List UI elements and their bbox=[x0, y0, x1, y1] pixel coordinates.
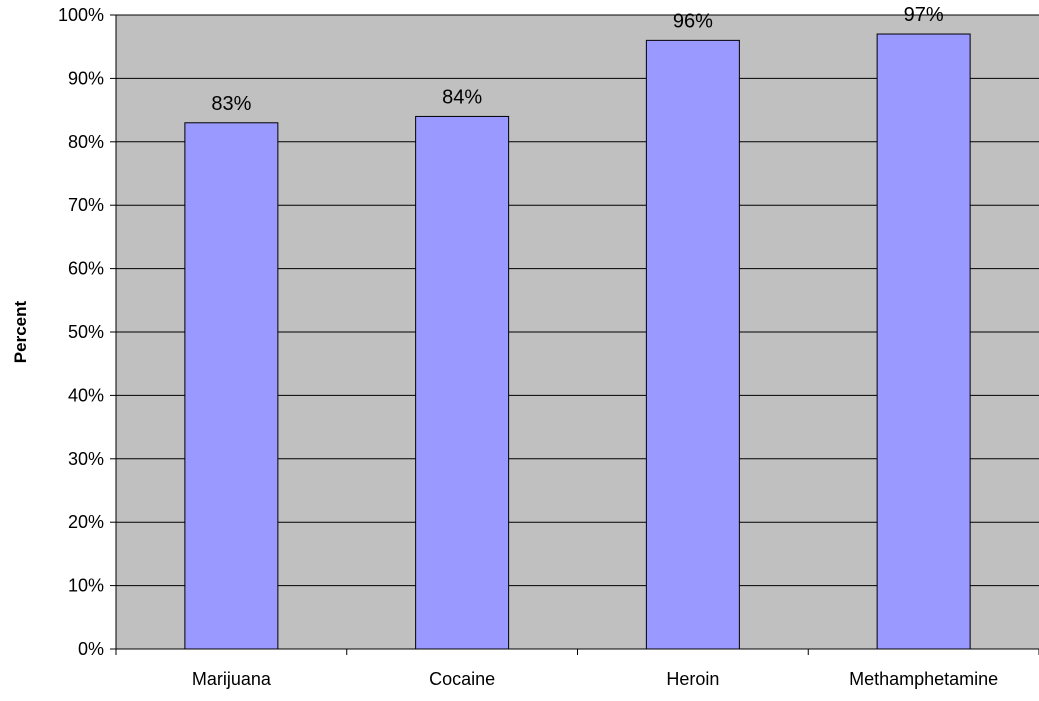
bar bbox=[645, 39, 740, 650]
y-tick-label: 80% bbox=[68, 132, 104, 152]
x-tick-label: Methamphetamine bbox=[849, 669, 998, 689]
y-tick-label: 90% bbox=[68, 68, 104, 88]
data-label: 83% bbox=[211, 93, 251, 115]
y-tick-label: 60% bbox=[68, 259, 104, 279]
bar bbox=[184, 122, 279, 650]
y-tick-label: 100% bbox=[58, 5, 104, 25]
bar bbox=[876, 33, 971, 650]
y-tick-label: 0% bbox=[78, 639, 104, 659]
y-axis-title: Percent bbox=[11, 300, 30, 363]
data-label: 84% bbox=[442, 86, 482, 108]
data-label: 97% bbox=[904, 4, 944, 26]
y-tick-label: 40% bbox=[68, 385, 104, 405]
y-tick-label: 20% bbox=[68, 512, 104, 532]
y-tick-label: 30% bbox=[68, 449, 104, 469]
bar bbox=[415, 115, 510, 650]
x-tick-label: Marijuana bbox=[192, 669, 272, 689]
data-label: 96% bbox=[673, 10, 713, 32]
x-tick-label: Cocaine bbox=[429, 669, 495, 689]
y-tick-label: 10% bbox=[68, 576, 104, 596]
y-tick-label: 70% bbox=[68, 195, 104, 215]
y-tick-label: 50% bbox=[68, 322, 104, 342]
x-tick-label: Heroin bbox=[666, 669, 719, 689]
